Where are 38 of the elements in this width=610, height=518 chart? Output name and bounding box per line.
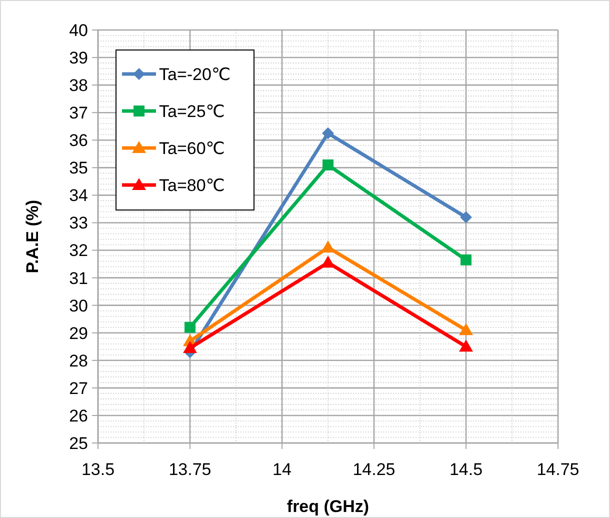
legend-label: Ta=-20℃	[159, 64, 231, 84]
y-tick-label: 29	[69, 324, 88, 343]
y-tick-label: 39	[69, 48, 88, 68]
y-tick-label: 32	[69, 241, 88, 260]
y-tick-label: 36	[69, 131, 88, 150]
y-tick-label: 34	[69, 186, 88, 206]
point	[321, 256, 335, 268]
point	[459, 340, 473, 352]
y-tick-label: 28	[69, 351, 88, 370]
point	[459, 323, 473, 336]
y-tick-label: 27	[69, 378, 88, 398]
x-axis-title: freq (GHz)	[286, 497, 370, 516]
x-tick-label: 13.75	[168, 460, 212, 479]
point	[460, 211, 472, 224]
x-tick-label: 14.25	[352, 460, 396, 479]
y-tick-label: 30	[69, 296, 88, 316]
x-tick-label: 14.75	[536, 460, 580, 479]
legend-label: Ta=80℃	[159, 176, 225, 195]
x-tick-label: 14	[272, 460, 292, 479]
x-tick-label: 13.5	[81, 460, 115, 479]
legend-label: Ta=60℃	[159, 138, 225, 158]
x-tick-label: 14.5	[449, 460, 483, 479]
y-axis-title: P.A.E (%)	[23, 200, 42, 274]
y-tick-label: 33	[69, 214, 88, 233]
y-tick-label: 38	[69, 76, 88, 96]
y-tick-label: 25	[69, 434, 88, 453]
legend-label: Ta=25℃	[159, 102, 225, 121]
point	[184, 322, 196, 333]
point	[321, 240, 335, 253]
y-tick-label: 26	[69, 406, 88, 426]
y-tick-label: 31	[69, 268, 88, 288]
y-tick-label: 37	[69, 104, 88, 123]
y-tick-label: 40	[69, 20, 88, 40]
y-tick-label: 35	[69, 158, 88, 178]
point	[322, 127, 334, 140]
point	[322, 159, 334, 170]
point	[183, 341, 197, 354]
point	[460, 254, 472, 266]
